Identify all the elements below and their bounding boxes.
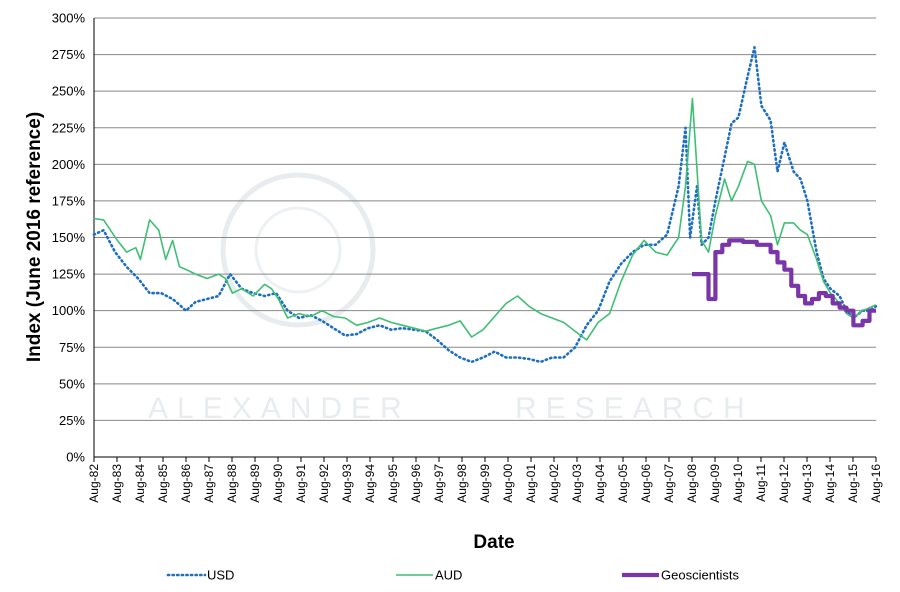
x-tick-label: Aug-87 (202, 464, 216, 503)
y-tick-label: 275% (52, 47, 86, 62)
x-tick-label: Aug-01 (524, 464, 538, 503)
y-tick-label: 50% (59, 376, 85, 391)
x-tick-label: Aug-83 (110, 464, 124, 503)
x-tick-label: Aug-06 (639, 464, 653, 503)
x-tick-label: Aug-04 (593, 464, 607, 503)
y-tick-label: 150% (52, 230, 86, 245)
x-tick-label: Aug-10 (731, 464, 745, 503)
x-tick-label: Aug-15 (846, 464, 860, 503)
x-tick-label: Aug-85 (156, 464, 170, 503)
legend: USD AUD Geoscientists (166, 568, 740, 583)
x-tick-label: Aug-86 (179, 464, 193, 503)
y-tick-label: 300% (52, 11, 86, 26)
x-tick-label: Aug-88 (225, 464, 239, 503)
x-tick-label: Aug-09 (708, 464, 722, 503)
y-tick-label: 200% (52, 157, 86, 172)
x-tick-label: Aug-07 (662, 464, 676, 503)
watermark-logo-inner-icon (254, 206, 342, 294)
x-tick-label: Aug-11 (754, 464, 768, 502)
y-tick-label: 250% (52, 84, 86, 99)
x-tick-label: Aug-99 (478, 464, 492, 503)
x-tick-label: Aug-97 (432, 464, 446, 503)
series-line-geoscientists (692, 238, 876, 328)
x-axis-title: Date (473, 532, 514, 553)
series-line-usd (92, 46, 878, 364)
y-axis-ticks: 0% 25% 50% 75% 100% 125% 150% 175% 200% 225% 250% 2… (52, 11, 86, 465)
x-tick-label: Aug-92 (317, 464, 331, 503)
y-tick-label: 0% (66, 450, 85, 465)
x-tick-label: Aug-05 (616, 464, 630, 503)
x-tick-label: Aug-02 (547, 464, 561, 503)
x-axis-ticks: Aug-82 Aug-83 Aug-84 Aug-85 Aug-86 Aug-87 Aug-… (87, 457, 883, 503)
y-axis-title: Index (June 2016 reference) (24, 112, 45, 362)
x-tick-label: Aug-13 (800, 464, 814, 503)
y-tick-label: 175% (52, 193, 86, 208)
x-tick-label: Aug-82 (87, 464, 101, 503)
x-tick-label: Aug-12 (777, 464, 791, 503)
y-tick-label: 75% (59, 340, 85, 355)
x-tick-label: Aug-96 (409, 464, 423, 503)
y-tick-label: 25% (59, 413, 85, 428)
watermark-left-text: ALEXANDER (148, 392, 411, 425)
y-tick-label: 125% (52, 267, 86, 282)
x-tick-label: Aug-08 (685, 464, 699, 503)
legend-label-aud: AUD (435, 568, 462, 583)
x-tick-label: Aug-98 (455, 464, 469, 503)
series-line-aud (93, 97, 877, 341)
legend-label-usd: USD (207, 568, 234, 583)
axes (93, 18, 876, 458)
x-tick-label: Aug-94 (363, 464, 377, 503)
watermark-logo-icon (220, 172, 376, 328)
x-tick-label: Aug-91 (294, 464, 308, 503)
x-tick-label: Aug-95 (386, 464, 400, 503)
x-tick-label: Aug-14 (823, 464, 837, 503)
x-tick-label: Aug-93 (340, 464, 354, 503)
y-tick-label: 225% (52, 120, 86, 135)
x-tick-label: Aug-89 (248, 464, 262, 503)
x-tick-label: Aug-00 (501, 464, 515, 503)
series-lines (92, 46, 878, 364)
x-tick-label: Aug-84 (133, 464, 147, 503)
x-tick-label: Aug-90 (271, 464, 285, 503)
x-tick-label: Aug-03 (570, 464, 584, 503)
y-tick-label: 100% (52, 303, 86, 318)
x-tick-label: Aug-16 (869, 464, 883, 503)
watermark-right-text: RESEARCH (515, 392, 754, 425)
legend-label-geoscientists: Geoscientists (661, 568, 740, 583)
watermark: ALEXANDER RESEARCH (148, 172, 754, 425)
